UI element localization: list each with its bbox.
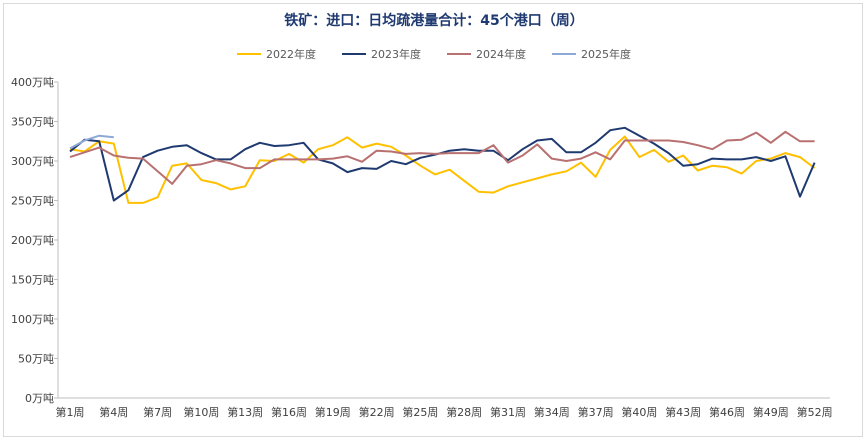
x-tick-label: 第7周 xyxy=(143,405,172,419)
legend: 2022年度 2023年度 2024年度 2025年度 xyxy=(0,46,868,62)
x-tick-label: 第10周 xyxy=(183,405,219,419)
x-tick-label: 第52周 xyxy=(797,405,833,419)
x-tick-label: 第46周 xyxy=(709,405,745,419)
x-tick-label: 第31周 xyxy=(490,405,526,419)
legend-item: 2024年度 xyxy=(447,46,526,62)
x-tick-label: 第19周 xyxy=(315,405,351,419)
y-tick-label: 300万吨 xyxy=(11,155,54,168)
x-tick-label: 第28周 xyxy=(446,405,482,419)
legend-label: 2025年度 xyxy=(581,48,631,61)
y-tick-label: 400万吨 xyxy=(11,76,54,89)
legend-item: 2025年度 xyxy=(552,46,631,62)
y-tick-label: 250万吨 xyxy=(11,195,54,208)
legend-label: 2023年度 xyxy=(371,48,421,61)
series-line-2024年度 xyxy=(69,130,815,185)
x-tick-label: 第40周 xyxy=(621,405,657,419)
series-line-2022年度 xyxy=(69,135,816,204)
legend-swatch xyxy=(552,53,576,55)
x-tick-label: 第13周 xyxy=(227,405,263,419)
x-tick-label: 第37周 xyxy=(578,405,614,419)
y-tick-label: 0万吨 xyxy=(25,392,54,405)
chart-frame xyxy=(3,3,863,437)
legend-item: 2023年度 xyxy=(342,46,421,62)
legend-swatch xyxy=(237,53,261,55)
x-tick-label: 第4周 xyxy=(99,405,128,419)
x-tick-label: 第25周 xyxy=(402,405,438,419)
x-tick-label: 第22周 xyxy=(359,405,395,419)
legend-label: 2024年度 xyxy=(476,48,526,61)
x-tick-label: 第1周 xyxy=(56,405,85,419)
legend-swatch xyxy=(342,53,366,55)
y-tick-label: 150万吨 xyxy=(11,274,54,287)
series-line-2025年度 xyxy=(69,134,114,150)
y-tick-label: 50万吨 xyxy=(18,353,54,366)
x-tick-label: 第16周 xyxy=(271,405,307,419)
legend-item: 2022年度 xyxy=(237,46,316,62)
x-tick-label: 第34周 xyxy=(534,405,570,419)
legend-swatch xyxy=(447,53,471,55)
y-tick-label: 200万吨 xyxy=(11,234,54,247)
legend-label: 2022年度 xyxy=(266,48,316,61)
x-tick-label: 第43周 xyxy=(665,405,701,419)
chart-title: 铁矿：进口：日均疏港量合计：45个港口（周） xyxy=(284,13,584,29)
y-tick-label: 350万吨 xyxy=(11,116,54,129)
y-tick-label: 100万吨 xyxy=(11,313,54,326)
x-tick-label: 第49周 xyxy=(753,405,789,419)
